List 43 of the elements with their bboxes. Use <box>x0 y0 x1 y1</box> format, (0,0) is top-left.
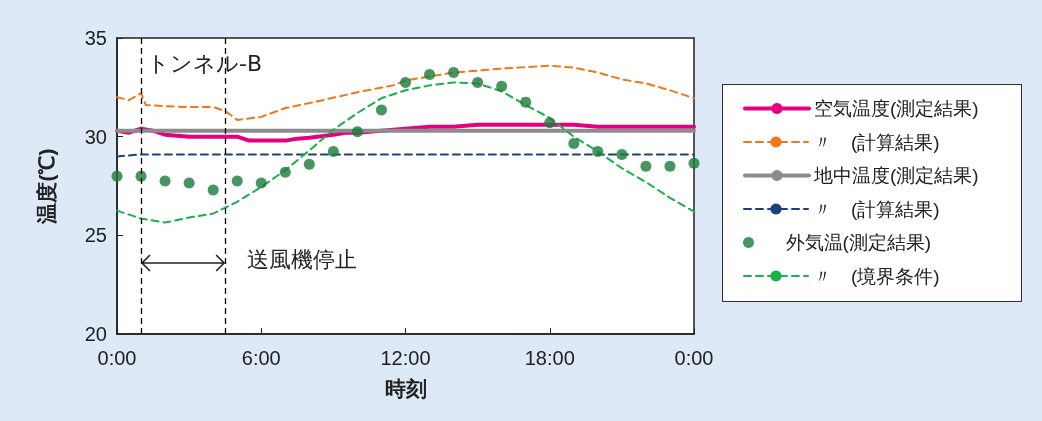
point <box>183 177 195 189</box>
annotation: 送風機停止 <box>247 247 358 273</box>
point <box>688 157 700 169</box>
x-axis-title: 時刻 <box>384 377 427 400</box>
point <box>496 80 508 92</box>
x-tick-label: 18:00 <box>524 347 575 369</box>
point <box>279 166 291 178</box>
point <box>400 76 411 88</box>
point <box>159 175 171 187</box>
point <box>351 126 363 138</box>
y-axis-title: 温度(℃) <box>35 148 58 225</box>
point <box>255 177 267 189</box>
x-tick-label: 0:00 <box>97 347 137 369</box>
legend-label: 〃 (計算結果) <box>813 198 940 220</box>
point <box>207 184 219 196</box>
point <box>472 76 484 88</box>
legend-label: 〃 (境界条件) <box>813 265 940 287</box>
point <box>375 104 387 116</box>
point <box>303 158 315 170</box>
point <box>592 145 604 157</box>
point <box>111 170 123 182</box>
point <box>664 160 676 172</box>
point <box>424 69 436 80</box>
x-tick-label: 6:00 <box>241 347 281 369</box>
point <box>327 145 339 157</box>
point <box>231 175 243 187</box>
point <box>448 67 460 79</box>
point <box>640 160 652 172</box>
annotation: トンネル-B <box>147 50 263 76</box>
legend-label: 空気温度(測定結果) <box>814 98 979 119</box>
y-tick-label: 20 <box>84 323 107 345</box>
point <box>568 138 580 150</box>
legend-label: 〃 (計算結果) <box>813 131 940 153</box>
point <box>520 96 532 108</box>
x-tick-label: 0:00 <box>674 347 714 369</box>
point <box>544 117 556 129</box>
y-tick-label: 25 <box>84 224 107 247</box>
x-tick-label: 12:00 <box>380 347 431 369</box>
legend-label: 地中温度(測定結果) <box>813 165 979 186</box>
y-tick-label: 35 <box>84 27 107 49</box>
point <box>616 148 628 160</box>
legend-label: 外気温(測定結果) <box>785 232 932 253</box>
y-tick-label: 30 <box>84 125 107 148</box>
